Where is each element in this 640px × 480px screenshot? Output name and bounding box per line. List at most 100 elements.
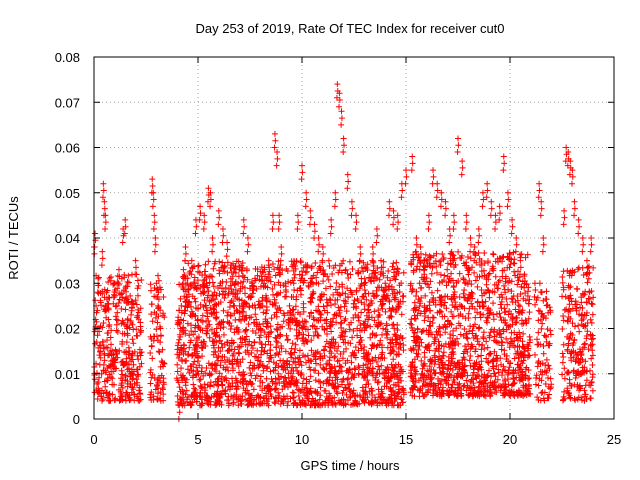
data-point: [254, 357, 261, 364]
data-point: [182, 382, 189, 389]
data-point: [578, 294, 585, 301]
data-point: [107, 348, 114, 355]
data-point: [437, 203, 444, 210]
data-point: [340, 135, 347, 142]
data-point: [475, 249, 482, 256]
data-point: [102, 383, 109, 390]
data-point: [294, 335, 301, 342]
data-point: [396, 334, 403, 341]
data-point: [267, 323, 274, 330]
data-point: [559, 293, 566, 300]
data-point: [576, 223, 583, 230]
data-point: [239, 260, 246, 267]
data-point: [580, 271, 587, 278]
data-point: [314, 332, 321, 339]
data-point: [105, 330, 112, 337]
data-point: [212, 349, 219, 356]
data-point: [532, 351, 539, 358]
data-point: [486, 367, 493, 374]
data-point: [457, 311, 464, 318]
data-point: [251, 320, 258, 327]
data-point: [559, 279, 566, 286]
data-point: [92, 297, 99, 304]
data-point: [483, 274, 490, 281]
data-point: [379, 354, 386, 361]
x-tick-label: 5: [194, 432, 201, 447]
data-point: [400, 269, 407, 276]
data-point: [490, 316, 497, 323]
data-point: [182, 257, 189, 264]
data-point: [415, 346, 422, 353]
data-point: [498, 298, 505, 305]
data-point: [343, 391, 350, 398]
data-point: [444, 266, 451, 273]
data-point: [476, 379, 483, 386]
data-point: [335, 304, 342, 311]
data-point: [187, 337, 194, 344]
data-point: [308, 347, 315, 354]
data-point: [398, 194, 405, 201]
data-point: [211, 302, 218, 309]
data-point: [108, 352, 115, 359]
data-point: [311, 228, 318, 235]
data-point: [354, 332, 361, 339]
data-point: [332, 262, 339, 269]
data-point: [410, 375, 417, 382]
data-point: [290, 394, 297, 401]
data-point: [482, 387, 489, 394]
data-point: [492, 385, 499, 392]
data-point: [279, 323, 286, 330]
data-point: [261, 273, 268, 280]
data-point: [241, 337, 248, 344]
data-point: [292, 303, 299, 310]
data-point: [215, 398, 222, 405]
data-point: [416, 342, 423, 349]
data-point: [373, 331, 380, 338]
data-point: [487, 386, 494, 393]
data-point: [233, 358, 240, 365]
data-point: [428, 357, 435, 364]
data-point: [521, 271, 528, 278]
data-point: [455, 384, 462, 391]
data-point: [236, 296, 243, 303]
data-point: [289, 373, 296, 380]
data-point: [432, 301, 439, 308]
data-point: [118, 367, 125, 374]
data-point: [449, 313, 456, 320]
data-point: [439, 313, 446, 320]
data-point: [128, 358, 135, 365]
data-point: [314, 388, 321, 395]
data-point: [375, 363, 382, 370]
data-point: [337, 320, 344, 327]
data-point: [349, 390, 356, 397]
data-point: [297, 311, 304, 318]
data-point: [460, 260, 467, 267]
data-point: [252, 305, 259, 312]
data-point: [437, 301, 444, 308]
data-point: [409, 392, 416, 399]
data-point: [272, 299, 279, 306]
data-point: [499, 372, 505, 379]
data-point: [407, 282, 414, 289]
data-point: [476, 341, 483, 348]
data-point: [261, 280, 268, 287]
data-point: [261, 385, 268, 392]
data-point: [588, 235, 595, 241]
data-point: [477, 310, 484, 317]
data-point: [484, 344, 491, 351]
data-point: [106, 397, 113, 404]
data-point: [510, 342, 517, 349]
data-point: [189, 310, 196, 317]
data-point: [253, 372, 260, 379]
data-point: [336, 291, 343, 298]
data-point: [464, 349, 471, 356]
data-point: [385, 283, 392, 290]
data-point: [569, 167, 576, 174]
data-point: [125, 351, 132, 358]
data-point: [570, 354, 577, 361]
data-point: [369, 270, 376, 277]
data-point: [575, 322, 582, 329]
data-point: [95, 344, 102, 351]
data-point: [502, 376, 509, 383]
data-point: [188, 257, 195, 264]
